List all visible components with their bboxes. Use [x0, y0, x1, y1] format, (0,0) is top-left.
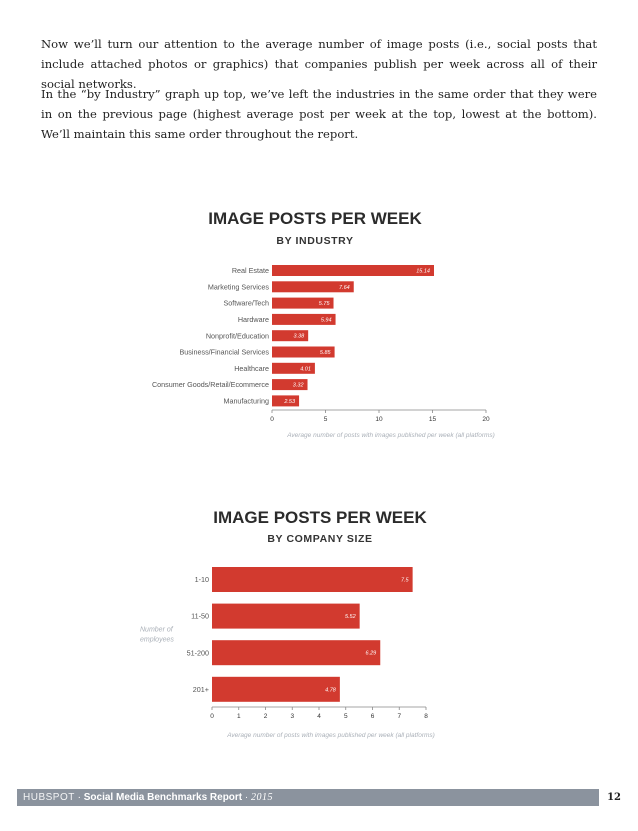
category-label: 1-10 [195, 575, 209, 584]
footer-separator: · [77, 792, 81, 803]
x-tick-label: 10 [375, 416, 383, 423]
x-axis-label: Average number of posts with images publ… [226, 732, 435, 739]
category-label: Marketing Services [208, 282, 270, 291]
footer-text: HUBSPOT · Social Media Benchmarks Report… [17, 792, 273, 803]
x-axis-label: Average number of posts with images publ… [286, 432, 495, 439]
category-label: Manufacturing [223, 397, 269, 406]
bar-value-label: 3.32 [293, 383, 304, 389]
bar-value-label: 15.14 [416, 269, 430, 275]
x-tick-label: 5 [344, 713, 348, 720]
bar [212, 603, 360, 629]
y-axis-label: employees [140, 636, 174, 643]
bar [272, 330, 309, 342]
x-tick-label: 4 [317, 713, 321, 720]
intro-paragraph-2: In the “by Industry” graph up top, we’ve… [41, 87, 597, 141]
x-tick-label: 0 [270, 416, 274, 423]
page-footer: HUBSPOT · Social Media Benchmarks Report… [17, 789, 621, 806]
bar [212, 567, 413, 592]
category-label: Software/Tech [223, 299, 269, 308]
footer-brand: HUBSPOT [23, 792, 75, 803]
bar-value-label: 3.38 [293, 334, 305, 340]
bar-value-label: 7.64 [339, 285, 350, 291]
category-label: 11-50 [191, 612, 209, 621]
category-label: Business/Financial Services [180, 348, 270, 357]
chart-title: IMAGE POSTS PER WEEK [208, 209, 422, 228]
bar [272, 379, 308, 391]
bar [272, 265, 434, 276]
bar-value-label: 4.01 [300, 366, 311, 372]
bar [272, 395, 300, 407]
footer-report-title: Social Media Benchmarks Report [83, 792, 243, 803]
chart-subtitle: BY COMPANY SIZE [267, 533, 372, 545]
bar-value-label: 7.5 [401, 578, 410, 584]
category-label: Consumer Goods/Retail/Ecommerce [152, 380, 269, 389]
page-number: 12 [598, 789, 621, 806]
category-label: 51-200 [187, 648, 209, 657]
bar-value-label: 5.85 [320, 350, 332, 356]
bar-value-label: 2.53 [283, 399, 296, 405]
x-tick-label: 20 [482, 416, 490, 423]
x-tick-label: 3 [290, 713, 294, 720]
bar [272, 313, 336, 325]
x-tick-label: 5 [324, 416, 328, 423]
x-tick-label: 8 [424, 713, 428, 720]
x-tick-label: 7 [397, 713, 401, 720]
chart-subtitle: BY INDUSTRY [276, 235, 353, 247]
category-label: Healthcare [234, 364, 269, 373]
x-tick-label: 6 [371, 713, 375, 720]
x-tick-label: 2 [264, 713, 268, 720]
x-tick-label: 15 [429, 416, 437, 423]
bar-value-label: 5.94 [321, 317, 332, 323]
bar-value-label: 6.29 [366, 651, 377, 657]
x-tick-label: 1 [237, 713, 241, 720]
category-label: 201+ [193, 685, 209, 694]
intro-paragraph-1: Now we’ll turn our attention to the aver… [41, 37, 597, 91]
bar [212, 640, 381, 666]
bar [272, 281, 354, 293]
footer-separator: · [244, 792, 249, 803]
category-label: Hardware [238, 315, 269, 324]
bar [212, 676, 340, 702]
x-tick-label: 0 [210, 713, 214, 720]
chart-title: IMAGE POSTS PER WEEK [213, 508, 427, 527]
bar [272, 297, 334, 309]
category-label: Nonprofit/Education [206, 331, 269, 340]
bar [272, 346, 335, 358]
y-axis-label: Number of [140, 626, 174, 633]
bar-value-label: 4.78 [325, 687, 337, 693]
category-label: Real Estate [232, 266, 269, 275]
bar-value-label: 5.52 [345, 614, 356, 620]
bar-value-label: 5.75 [319, 301, 331, 307]
bar [272, 362, 315, 374]
footer-year: 2015 [251, 792, 274, 803]
